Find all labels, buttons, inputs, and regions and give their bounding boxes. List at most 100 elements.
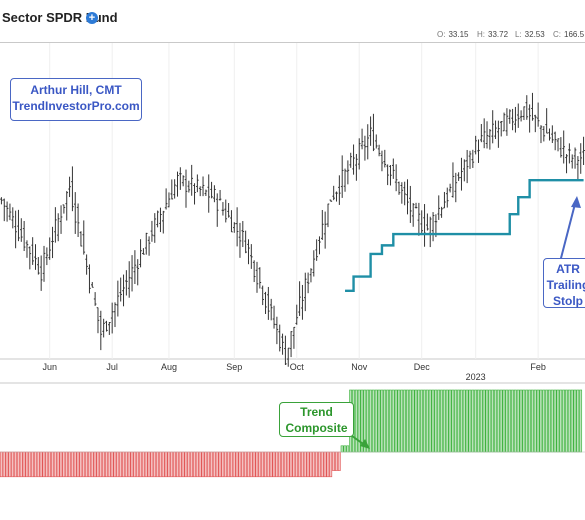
histogram-bar [562,389,566,453]
histogram-bar [144,451,148,478]
price-bar [366,124,370,160]
histogram-bar [102,451,105,478]
histogram-bar [434,389,438,453]
price-bar [99,310,103,351]
histogram-bar [471,389,475,453]
histogram-bar [136,451,140,478]
histogram-bar [465,389,469,453]
price-bar [284,335,287,366]
histogram-bar [110,451,114,478]
histogram-bar [113,451,117,478]
price-bar [516,103,520,128]
histogram-bar [286,451,290,478]
price-bar [323,211,327,249]
price-bar [440,206,443,218]
price-bar [82,220,86,255]
price-bar [232,222,236,233]
histogram-bar [238,451,242,478]
price-bar [190,164,193,196]
histogram-bar [187,451,191,478]
price-bar [156,210,159,228]
price-bar [392,158,395,179]
price-bar [113,302,117,328]
price-bar [272,305,276,329]
price-bar [286,347,290,367]
histogram-bar [235,451,239,478]
histogram-bar [494,389,497,453]
histogram-bar [454,389,458,453]
add-icon[interactable]: + [86,12,98,24]
histogram-bar [528,389,531,453]
histogram-bar [411,389,415,453]
histogram-bar [275,451,279,478]
price-bar [130,255,134,292]
price-bar [244,230,247,254]
price-bar [198,186,202,197]
histogram-bar [570,389,574,453]
histogram-bar [2,451,6,478]
price-bar [45,247,49,266]
histogram-bar [335,451,338,471]
price-bar [329,199,333,202]
histogram-bar [326,451,330,478]
histogram-bar [511,389,514,453]
price-bar [39,255,43,291]
histogram-bar [445,389,449,453]
histogram-bar [425,389,429,453]
histogram-bar [525,389,529,453]
price-bar [312,250,316,277]
price-bar [372,113,375,152]
histogram-bar [8,451,12,478]
histogram-bar [193,451,196,478]
price-bar [5,201,9,222]
histogram-bar [122,451,125,478]
price-bar [54,207,57,243]
histogram-bar [107,451,111,478]
histogram-bar [502,389,506,453]
histogram-bar [468,389,472,453]
price-bar [267,286,270,320]
price-bar [570,154,574,169]
histogram-bar [579,389,583,453]
price-bar [181,175,185,187]
x-tick-label: Dec [414,362,431,372]
histogram-bar [79,451,83,478]
price-bar [318,236,321,255]
histogram-bar [272,451,276,478]
price-bar [252,260,256,283]
histogram-bar [22,451,26,478]
histogram-bar [459,389,463,453]
histogram-bar [133,451,137,478]
histogram-bar [281,451,284,478]
histogram-bar [19,451,23,478]
histogram-bar [567,389,571,453]
histogram-bar [420,389,424,453]
histogram-bar [215,451,219,478]
histogram-bar [369,389,372,453]
histogram-bar [428,389,432,453]
trend-arrow-head [360,439,370,449]
price-bar [565,154,568,174]
price-bar [326,203,330,228]
histogram-bar [317,451,321,478]
histogram-bar [127,451,131,478]
price-bar [315,239,318,261]
histogram-bar [320,451,324,478]
open-value: O: 33.15 [437,30,469,39]
price-bar [187,180,191,193]
histogram-bar [85,451,88,478]
histogram-bar [255,451,259,478]
price-bar [494,120,497,140]
price-bar [2,198,6,222]
histogram-bar [371,389,375,453]
histogram-bar [28,451,32,478]
histogram-bar [417,389,421,453]
price-bar [468,150,472,169]
price-bar [119,277,122,302]
price-bar [491,110,495,144]
histogram-bar [119,451,122,478]
histogram-bar [366,389,370,453]
price-bar [346,160,350,185]
price-bar [465,149,469,184]
histogram-bar [309,451,313,478]
